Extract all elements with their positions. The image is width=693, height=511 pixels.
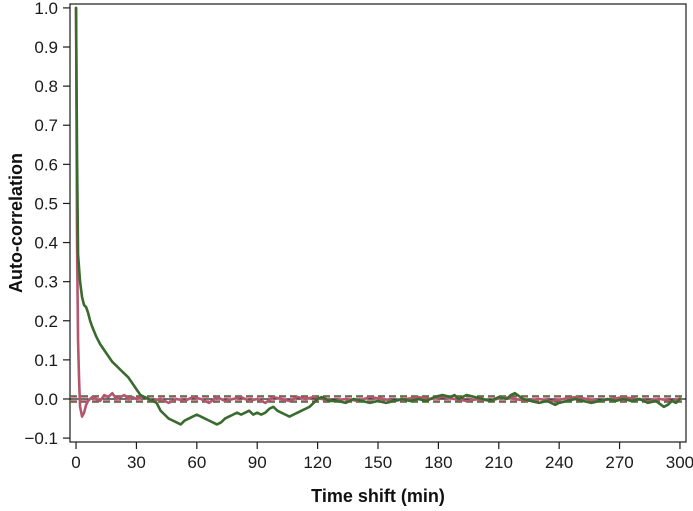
x-tick-label: 210 <box>485 453 513 472</box>
x-axis-ticks: 0 30 60 90 120 150 180 210 240 270 300 <box>71 442 693 472</box>
x-tick-label: 30 <box>127 453 146 472</box>
x-tick-label: 60 <box>187 453 206 472</box>
y-tick-label: 1.0 <box>34 0 58 18</box>
x-tick-label: 90 <box>248 453 267 472</box>
series-layer <box>74 6 682 426</box>
y-tick-label: 0.3 <box>34 273 58 292</box>
x-axis-title: Time shift (min) <box>311 486 445 506</box>
y-tick-label: 0.9 <box>34 38 58 57</box>
x-tick-label: 240 <box>545 453 573 472</box>
y-tick-label: −0.1 <box>24 429 58 448</box>
y-tick-label: 0.2 <box>34 312 58 331</box>
y-tick-label: 0.5 <box>34 194 58 213</box>
plot-frame <box>69 3 687 443</box>
y-tick-label: 0.1 <box>34 351 58 370</box>
x-tick-label: 300 <box>666 453 693 472</box>
x-tick-label: 180 <box>424 453 452 472</box>
x-tick-label: 120 <box>303 453 331 472</box>
y-axis-ticks: 1.0 0.9 0.8 0.7 0.6 0.5 0.4 0.3 0.2 0.1 0.0 −0.1 <box>24 0 70 448</box>
x-tick-label: 270 <box>605 453 633 472</box>
x-tick-label: 150 <box>364 453 392 472</box>
series-line-1 <box>74 6 682 418</box>
series-line-0 <box>74 6 682 426</box>
x-tick-label: 0 <box>71 453 80 472</box>
y-tick-label: 0.6 <box>34 155 58 174</box>
y-tick-label: 0.0 <box>34 390 58 409</box>
y-tick-label: 0.8 <box>34 77 58 96</box>
y-tick-label: 0.4 <box>34 234 58 253</box>
y-tick-label: 0.7 <box>34 116 58 135</box>
y-axis-title: Auto-correlation <box>6 153 26 293</box>
